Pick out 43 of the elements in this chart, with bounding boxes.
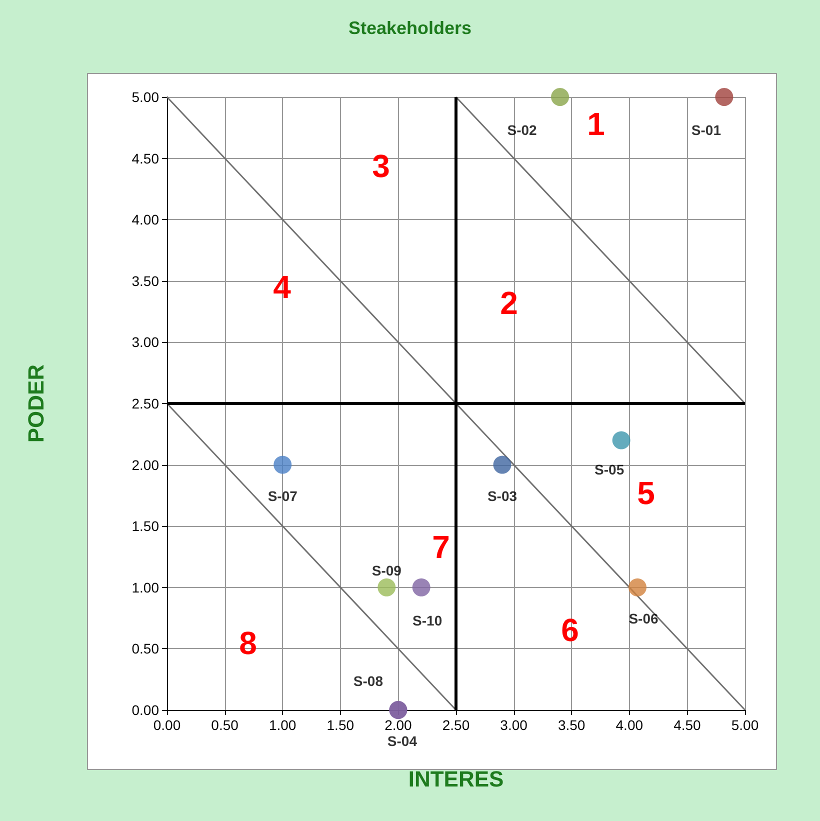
- annotation: 8: [239, 625, 257, 661]
- y-tick-label: 4.50: [132, 150, 160, 166]
- x-tick-label: 2.00: [384, 717, 412, 733]
- x-tick-label: 3.00: [500, 717, 528, 733]
- annotation: 3: [372, 148, 390, 184]
- annotation: 7: [432, 529, 450, 565]
- y-tick-label: 0.00: [132, 702, 160, 718]
- y-tick-label: 3.00: [132, 334, 160, 350]
- y-tick-label: 1.50: [132, 518, 160, 534]
- series-label: S-02: [507, 122, 538, 138]
- annotation: 6: [561, 612, 579, 648]
- x-tick-label: 0.50: [211, 717, 239, 733]
- x-axis-title: INTERES: [408, 766, 504, 792]
- series-label: S-08: [353, 673, 384, 689]
- annotation: 4: [273, 269, 292, 305]
- x-tick-label: 4.00: [616, 717, 644, 733]
- series-label: S-07: [268, 488, 298, 504]
- x-tick-label: 0.00: [153, 717, 181, 733]
- y-tick-label: 2.50: [132, 396, 160, 412]
- x-tick-label: 3.50: [558, 717, 586, 733]
- y-tick-label: 3.50: [132, 272, 160, 289]
- series-label: S-09: [372, 562, 402, 578]
- series-label: S-10: [412, 612, 442, 628]
- series-label: S-01: [691, 122, 722, 138]
- y-tick-label: 1.00: [132, 579, 160, 596]
- x-tick-label: 1.50: [326, 717, 354, 733]
- series-label: S-06: [628, 610, 658, 626]
- x-tick-label: 5.00: [731, 717, 759, 733]
- annotation: 2: [500, 285, 518, 321]
- y-tick-label: 4.00: [132, 212, 160, 228]
- annotation: 1: [587, 106, 605, 142]
- chart-title: Steakeholders: [348, 18, 472, 38]
- x-tick-label: 2.50: [442, 717, 470, 733]
- annotation: 5: [637, 475, 655, 511]
- x-tick-label: 4.50: [674, 717, 702, 733]
- series-label: S-05: [594, 461, 624, 478]
- y-tick-label: 0.50: [132, 640, 160, 657]
- y-tick-label: 2.00: [132, 456, 160, 473]
- y-axis-title: PODER: [24, 364, 48, 443]
- series-label: S-03: [487, 488, 518, 504]
- x-tick-label: 1.00: [268, 717, 296, 733]
- y-tick-label: 5.00: [132, 89, 160, 105]
- series-label: S-04: [387, 733, 418, 749]
